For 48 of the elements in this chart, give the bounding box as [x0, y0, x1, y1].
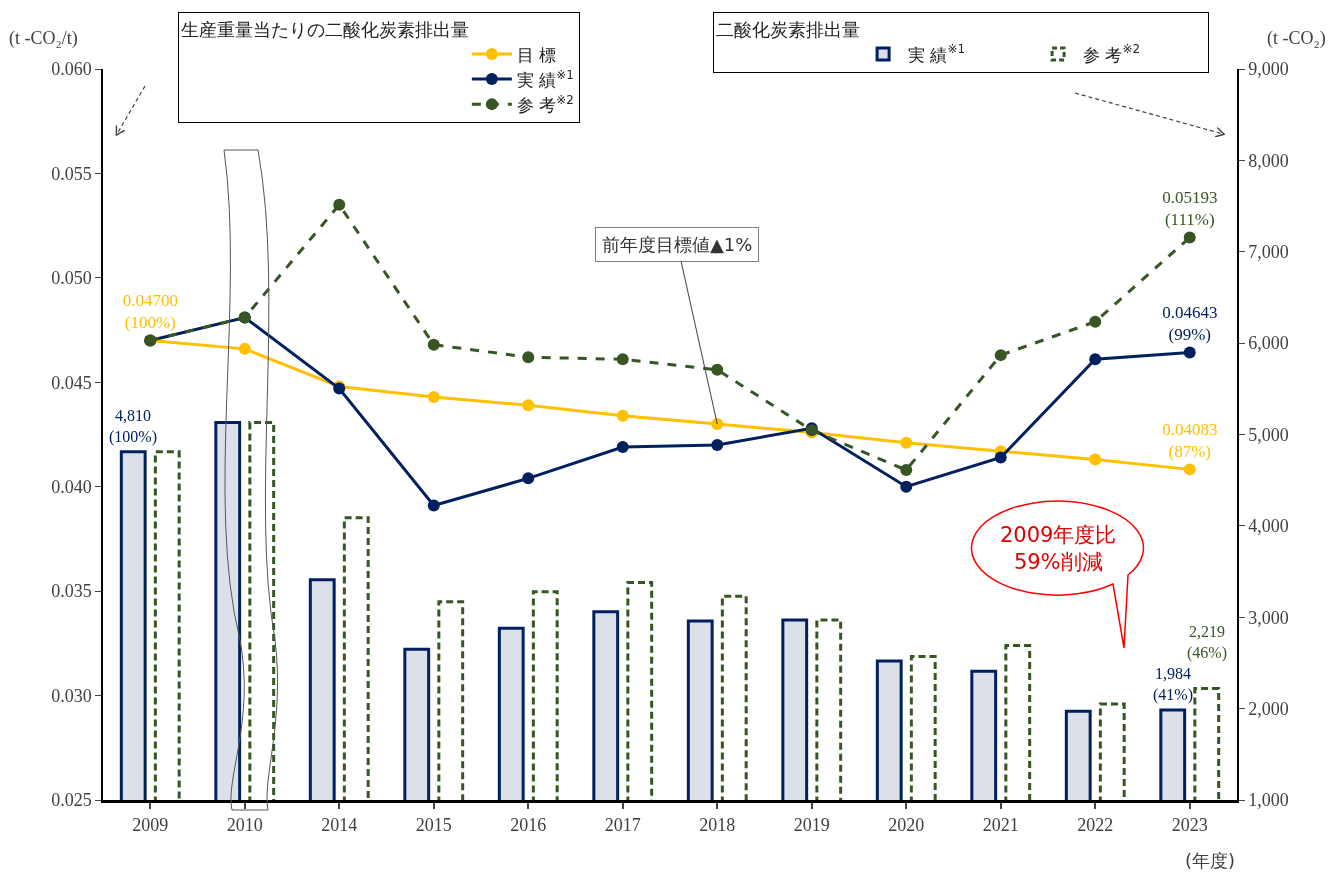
- x-tick-label: 2016: [510, 814, 547, 835]
- y2-tick-label: 9,000: [1248, 59, 1289, 80]
- y2-tick-label: 6,000: [1248, 333, 1289, 354]
- annotation: 前年度目標値▲1%: [602, 234, 753, 255]
- y2-tick-label: 7,000: [1248, 242, 1289, 263]
- y-tick-label: 0.055: [51, 163, 92, 184]
- y2-tick-label: 2,000: [1248, 698, 1289, 719]
- data-label: 0.04700 (100%): [122, 290, 178, 332]
- x-tick-label: 2010: [226, 814, 263, 835]
- x-tick-label: 2017: [604, 814, 641, 835]
- x-tick-label: 2009: [132, 814, 169, 835]
- annotation: 2009年度比 59%削減: [1000, 523, 1117, 575]
- y2-axis-title: (t -CO₂): [1267, 28, 1326, 49]
- y-tick-label: 0.060: [51, 59, 92, 80]
- x-tick-label: 2019: [793, 814, 830, 835]
- x-axis-title: (年度): [1185, 850, 1236, 871]
- y-tick-label: 0.030: [51, 685, 92, 706]
- x-tick-label: 2018: [699, 814, 736, 835]
- y2-tick-label: 4,000: [1248, 516, 1289, 537]
- data-label: 0.04083 (87%): [1162, 419, 1218, 461]
- y2-tick-label: 8,000: [1248, 150, 1289, 171]
- y2-tick-label: 3,000: [1248, 607, 1289, 628]
- data-label: 0.04643 (99%): [1162, 302, 1218, 344]
- text: 生産重量当たりの二酸化炭素排出量: [180, 19, 469, 41]
- y2-tick-label: 1,000: [1248, 790, 1289, 811]
- x-tick-label: 2021: [982, 814, 1019, 835]
- data-label: 4,810 (100%): [109, 407, 157, 446]
- y-axis-title: (t -CO₂/t): [9, 28, 78, 49]
- legend-label: 実 績$^{※1}$: [908, 42, 966, 65]
- x-tick-label: 2023: [1171, 814, 1208, 835]
- y-tick-label: 0.040: [51, 477, 92, 498]
- legend-label: 参 考$^{※2}$: [1083, 42, 1141, 65]
- x-tick-label: 2014: [321, 814, 358, 835]
- x-tick-label: 2020: [888, 814, 925, 835]
- data-label: 1,984 (41%): [1153, 665, 1193, 704]
- x-tick-label: 2015: [415, 814, 452, 835]
- text: 二酸化炭素排出量: [716, 19, 861, 41]
- y-tick-label: 0.035: [51, 581, 92, 602]
- data-label: 2,219 (46%): [1187, 623, 1227, 662]
- data-label: 0.05193 (111%): [1162, 187, 1218, 229]
- y-tick-label: 0.025: [51, 790, 92, 811]
- x-tick-label: 2022: [1077, 814, 1114, 835]
- y-tick-label: 0.050: [51, 268, 92, 289]
- legend-label: 目 標: [516, 44, 557, 65]
- legend-label: 参 考$^{※2}$: [516, 92, 574, 115]
- y2-tick-label: 5,000: [1248, 424, 1289, 445]
- y-tick-label: 0.045: [51, 372, 92, 393]
- legend-label: 実 績$^{※1}$: [516, 67, 574, 90]
